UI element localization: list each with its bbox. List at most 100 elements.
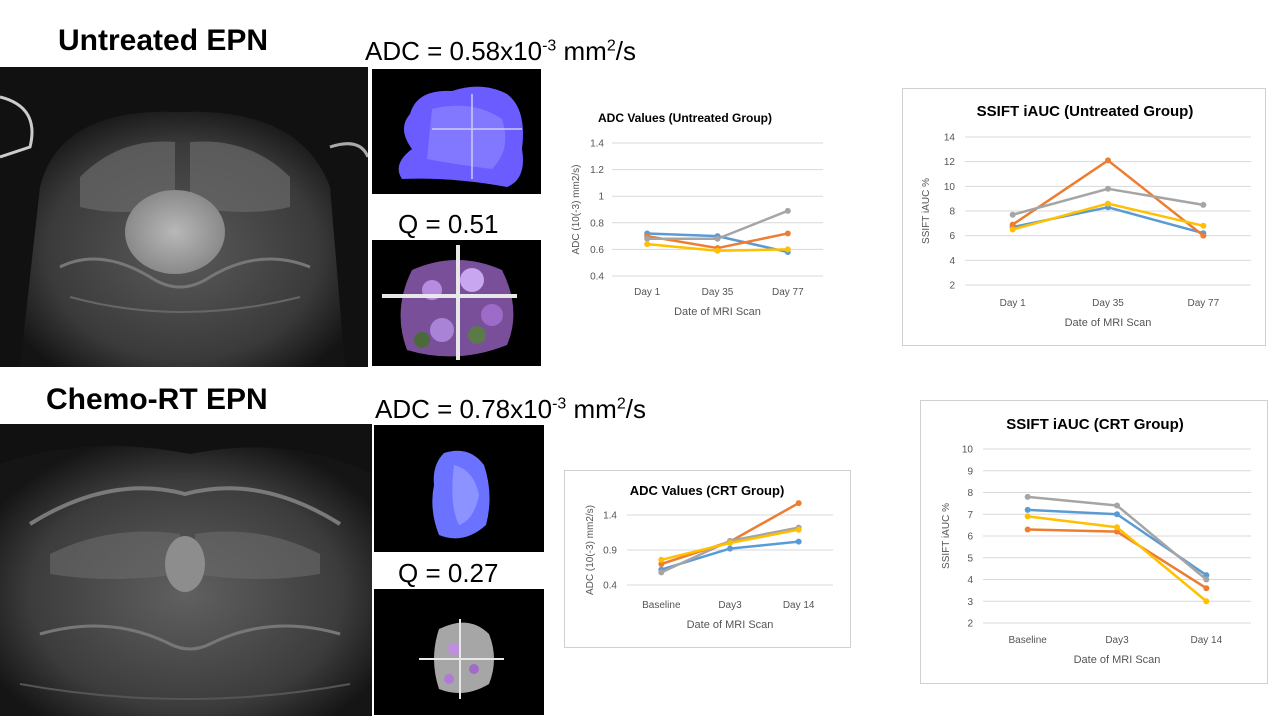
x-tick-label: Day3 [718,600,742,611]
crt-adc-unit-a: mm [566,394,617,424]
y-tick-label: 1.2 [590,165,604,176]
data-point-yellow [644,241,651,248]
crt-q-drawing [419,619,504,699]
y-tick-label: 0.4 [603,581,617,592]
untreated-adc-value: ADC = 0.58x10-3 mm2/s [365,36,636,67]
untreated-mri-image [0,67,368,367]
untreated-q-map [372,240,541,366]
data-point-yellow [1009,226,1016,233]
series-line-gray [1027,495,1208,581]
y-tick-label: 1 [598,192,604,203]
data-point-gray [658,569,665,576]
y-tick-label: 14 [944,133,956,144]
data-point-gray [714,235,721,242]
crt-adc-value: ADC = 0.78x10-3 mm2/s [375,394,646,425]
data-point-yellow [1200,222,1207,229]
crt-mri-image [0,424,372,716]
crt-mri-drawing [0,424,372,716]
untreated-adc-unit-a: mm [556,36,607,66]
y-tick-label: 1.4 [590,139,604,150]
untreated-adc-drawing [398,86,523,187]
y-axis-label: SSIFT iAUC % [941,503,952,569]
untreated-q-value: Q = 0.51 [398,209,499,239]
chart-ssift-untreated: SSIFT iAUC (Untreated Group) 2 4 6 8 10 12 14 Da… [902,88,1266,346]
chart-ssift-crt: SSIFT iAUC (CRT Group) 2 3 4 5 6 7 8 9 10 Baseline… [920,400,1268,684]
chart-ssift-crt-svg: SSIFT iAUC (CRT Group) 2 3 4 5 6 7 8 9 10 Baseline… [941,416,1251,666]
x-tick-label: Day 14 [783,600,815,611]
x-axis-label: Date of MRI Scan [674,306,761,318]
x-axis-label: Date of MRI Scan [1074,654,1161,666]
data-point-orange [1200,232,1207,239]
y-tick-label: 10 [962,445,974,456]
untreated-q-drawing [382,245,517,360]
data-point-orange [1105,157,1111,164]
data-point-yellow [714,247,721,254]
x-tick-label: Baseline [642,600,681,611]
untreated-adc-unit-sup: 2 [606,37,616,55]
data-point-yellow [1105,200,1111,207]
y-tick-label: 0.9 [603,546,617,557]
chart-adc-untreated-svg: ADC Values (Untreated Group) 0.4 0.6 0.8 1 1.… [571,111,823,318]
x-tick-label: Day 35 [1092,298,1124,309]
data-point-orange [1203,585,1210,592]
y-tick-label: 4 [967,575,973,586]
y-tick-label: 0.4 [590,272,604,283]
y-tick-label: 12 [944,157,956,168]
chart-adc-crt: ADC Values (CRT Group) 0.4 0.9 1.4 Baseline D… [564,470,851,648]
chart-title: ADC Values (CRT Group) [630,483,785,498]
untreated-adc-map [372,69,541,194]
untreated-heading: Untreated EPN [58,24,269,57]
y-tick-label: 9 [967,466,973,477]
data-point-orange [658,561,665,567]
data-point-yellow [727,540,733,546]
data-point-blue [1024,506,1031,513]
crt-adc-prefix: ADC = 0.78x10 [375,394,553,424]
data-point-gray [784,207,791,214]
data-point-yellow [1024,513,1031,520]
data-point-orange [795,500,802,507]
x-tick-label: Day 77 [772,287,804,298]
crt-adc-unit-sup: 2 [616,395,626,413]
y-axis-label: SSIFT iAUC % [921,178,932,244]
data-point-gray [644,235,651,242]
crt-q-value: Q = 0.27 [398,558,499,588]
crt-adc-exp: -3 [552,395,567,413]
data-point-yellow [795,526,802,533]
y-tick-label: 8 [967,488,973,499]
y-tick-label: 4 [949,256,955,267]
untreated-adc-unit-b: /s [615,36,636,66]
x-tick-label: Day 1 [634,287,661,298]
y-tick-label: 5 [967,553,973,564]
x-tick-label: Day 14 [1190,635,1222,646]
data-point-yellow [784,246,791,253]
crt-adc-map [374,425,544,552]
data-point-gray [1114,502,1120,509]
y-tick-label: 6 [967,532,973,543]
y-axis-label: ADC (10(-3) mm2/s) [571,164,582,254]
data-point-orange [1024,526,1031,533]
chart-title: ADC Values (Untreated Group) [598,111,772,125]
chart-title: SSIFT iAUC (CRT Group) [1006,416,1183,433]
untreated-mri-drawing [0,67,368,367]
crt-adc-drawing [432,450,490,539]
data-point-orange [1009,221,1016,228]
y-tick-label: 0.6 [590,245,604,256]
y-tick-label: 2 [949,281,955,292]
data-point-yellow [1114,524,1120,531]
y-tick-label: 7 [967,510,973,521]
untreated-adc-prefix: ADC = 0.58x10 [365,36,543,66]
y-tick-label: 1.4 [603,511,617,522]
data-point-blue [795,538,802,545]
x-tick-label: Day 35 [702,287,734,298]
crt-heading: Chemo-RT EPN [46,383,268,416]
y-tick-label: 6 [949,231,955,242]
x-axis-label: Date of MRI Scan [687,619,774,631]
untreated-adc-exp: -3 [542,37,557,55]
x-tick-label: Day3 [1105,635,1129,646]
y-axis-label: ADC (10(-3) mm2/s) [585,505,596,595]
data-point-yellow [1203,598,1210,605]
data-point-gray [1200,201,1207,208]
data-point-blue [1114,511,1120,518]
data-point-blue [727,545,733,552]
data-point-orange [784,230,791,237]
